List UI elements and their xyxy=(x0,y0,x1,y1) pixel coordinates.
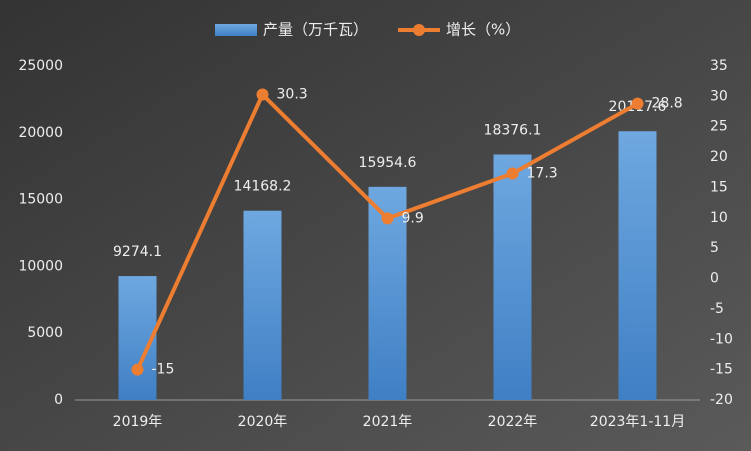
x-tick-label: 2022年 xyxy=(488,414,538,430)
x-tick-label: 2021年 xyxy=(363,414,413,430)
y-tick-label: 10000 xyxy=(18,258,63,274)
y2-tick-label: 35 xyxy=(710,58,728,74)
x-tick-label: 2020年 xyxy=(238,414,288,430)
y-tick-label: 20000 xyxy=(18,125,63,141)
y2-tick-label: 15 xyxy=(710,179,728,195)
y2-tick-label: -20 xyxy=(710,392,733,408)
y2-tick-label: 10 xyxy=(710,210,728,226)
y2-tick-label: -5 xyxy=(710,301,724,317)
bar xyxy=(493,154,532,400)
y2-tick-label: -10 xyxy=(710,331,733,347)
bar-value-label: 14168.2 xyxy=(234,179,292,195)
y2-tick-label: 0 xyxy=(710,271,719,287)
line-point xyxy=(631,97,644,110)
x-tick-label: 2019年 xyxy=(113,414,163,430)
x-tick-label: 2023年1-11月 xyxy=(590,414,685,430)
line-value-label: -15 xyxy=(152,362,175,378)
legend-label: 增长（%） xyxy=(446,21,520,39)
y2-tick-label: 25 xyxy=(710,119,728,135)
y2-tick-label: 20 xyxy=(710,149,728,165)
bar xyxy=(618,131,657,400)
legend-swatch xyxy=(413,24,426,36)
line-point xyxy=(256,88,269,101)
bar xyxy=(243,210,282,400)
line-value-label: 28.8 xyxy=(652,96,683,112)
y2-tick-label: 30 xyxy=(710,88,728,104)
line-point xyxy=(131,363,144,376)
y-tick-label: 0 xyxy=(54,392,63,408)
y-tick-label: 15000 xyxy=(18,192,63,208)
y2-tick-label: -15 xyxy=(710,362,733,378)
y-tick-label: 5000 xyxy=(27,325,63,341)
y-tick-label: 25000 xyxy=(18,58,63,74)
line-point xyxy=(506,167,519,180)
line-value-label: 9.9 xyxy=(402,210,424,226)
legend-label: 产量（万千瓦） xyxy=(263,21,368,39)
legend-swatch xyxy=(215,24,257,36)
y2-tick-label: 5 xyxy=(710,240,719,256)
line-value-label: 30.3 xyxy=(277,87,308,103)
line-point xyxy=(381,212,394,225)
bar-value-label: 9274.1 xyxy=(113,244,162,260)
bar-value-label: 15954.6 xyxy=(359,155,417,171)
line-value-label: 17.3 xyxy=(527,165,558,181)
bar-value-label: 18376.1 xyxy=(484,122,542,138)
